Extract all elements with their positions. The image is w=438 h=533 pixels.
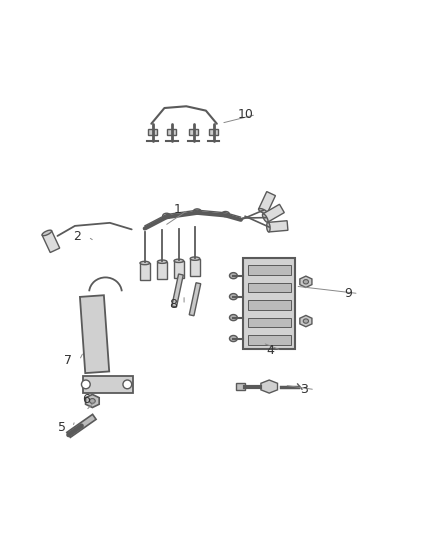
Ellipse shape: [140, 261, 150, 265]
Polygon shape: [248, 300, 291, 310]
Ellipse shape: [258, 208, 267, 214]
Polygon shape: [248, 282, 291, 292]
Text: 5: 5: [58, 421, 66, 434]
Ellipse shape: [190, 257, 200, 260]
Ellipse shape: [262, 214, 268, 222]
Ellipse shape: [42, 230, 52, 236]
Polygon shape: [261, 380, 278, 393]
Text: 1: 1: [173, 203, 181, 216]
Text: 3: 3: [300, 383, 308, 396]
Ellipse shape: [303, 319, 308, 323]
Ellipse shape: [89, 399, 95, 403]
Ellipse shape: [230, 294, 237, 300]
Text: 9: 9: [344, 287, 352, 300]
Polygon shape: [85, 394, 99, 408]
Ellipse shape: [267, 222, 270, 232]
Polygon shape: [167, 128, 176, 135]
Text: 4: 4: [267, 344, 275, 357]
Ellipse shape: [174, 259, 184, 263]
Ellipse shape: [230, 335, 237, 342]
Polygon shape: [268, 221, 288, 232]
Polygon shape: [243, 258, 295, 350]
Polygon shape: [67, 414, 96, 438]
Ellipse shape: [81, 380, 90, 389]
Polygon shape: [263, 204, 284, 222]
Polygon shape: [258, 191, 276, 213]
Text: 8: 8: [169, 298, 177, 311]
Ellipse shape: [162, 213, 170, 219]
Polygon shape: [300, 316, 312, 327]
Polygon shape: [42, 231, 60, 253]
Text: 2: 2: [73, 230, 81, 243]
Polygon shape: [80, 295, 109, 373]
Polygon shape: [189, 282, 201, 316]
Polygon shape: [157, 262, 167, 279]
Polygon shape: [82, 376, 133, 393]
Ellipse shape: [230, 272, 237, 279]
Ellipse shape: [230, 314, 237, 321]
Polygon shape: [248, 318, 291, 327]
Polygon shape: [237, 383, 245, 391]
Polygon shape: [189, 128, 198, 135]
Ellipse shape: [123, 380, 132, 389]
Polygon shape: [300, 276, 312, 287]
Ellipse shape: [157, 260, 167, 263]
Polygon shape: [209, 128, 218, 135]
Text: 6: 6: [82, 393, 90, 406]
Text: 10: 10: [237, 108, 253, 121]
Polygon shape: [148, 128, 157, 135]
Ellipse shape: [193, 209, 201, 214]
Polygon shape: [248, 265, 291, 275]
Polygon shape: [248, 335, 291, 345]
Ellipse shape: [222, 212, 230, 217]
Ellipse shape: [303, 280, 308, 284]
Polygon shape: [172, 274, 183, 307]
Polygon shape: [140, 263, 150, 280]
Polygon shape: [174, 261, 184, 278]
Text: 7: 7: [64, 354, 72, 367]
Polygon shape: [190, 259, 200, 276]
